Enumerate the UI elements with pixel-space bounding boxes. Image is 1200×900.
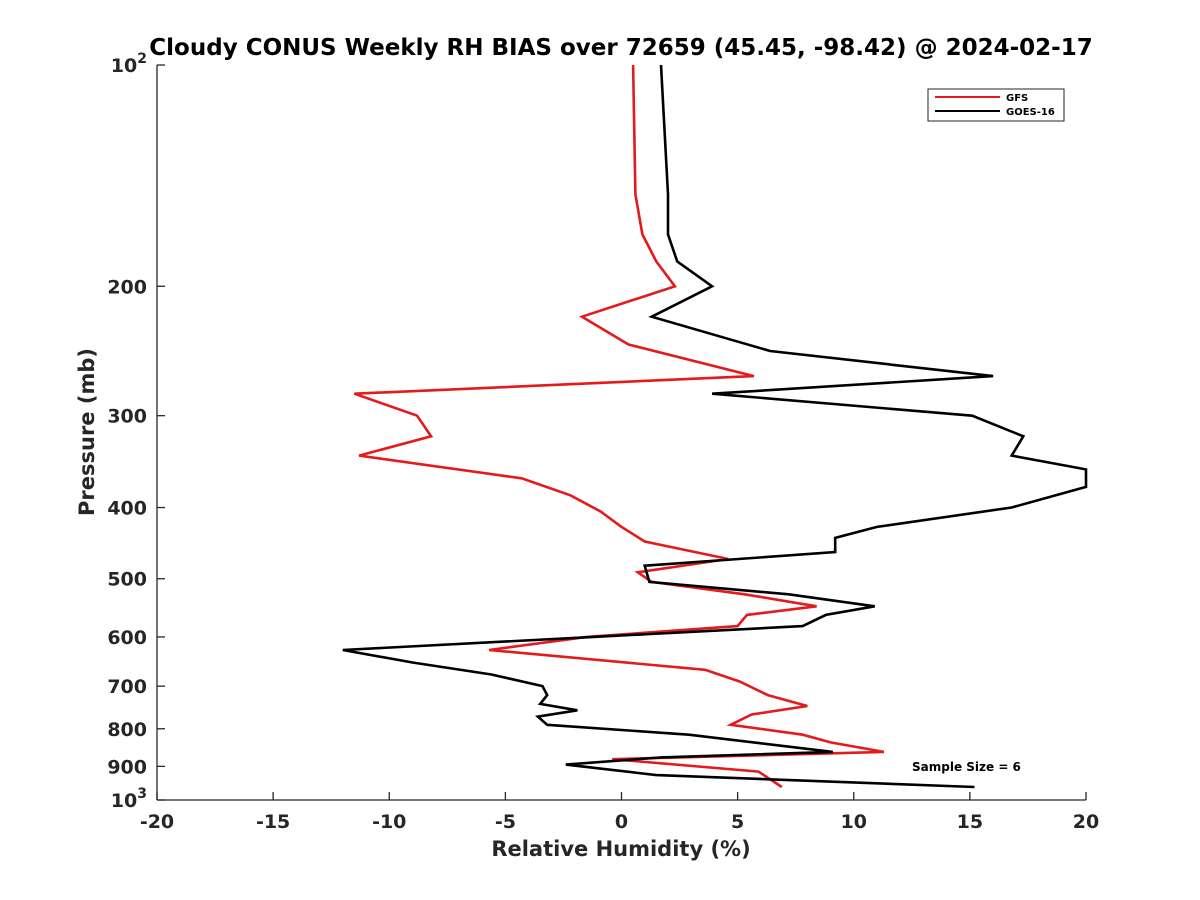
chart-title: Cloudy CONUS Weekly RH BIAS over 72659 (… — [149, 35, 1092, 61]
y-tick-label: 800 — [107, 719, 147, 741]
y-tick-label: 900 — [107, 756, 147, 778]
x-tick-label: 5 — [731, 811, 744, 833]
x-tick-label: 20 — [1073, 811, 1099, 833]
legend-box — [927, 88, 1065, 122]
sample-size-annotation: Sample Size = 6 — [912, 760, 1021, 774]
legend: GFS GOES-16 — [927, 88, 1065, 122]
x-ticks: -20 -15 -10 -5 0 5 10 15 20 — [140, 792, 1099, 833]
x-tick-label: 0 — [615, 811, 628, 833]
x-axis-label: Relative Humidity (%) — [491, 837, 750, 861]
y-tick-label: 500 — [107, 569, 147, 591]
y-tick-label: 102 — [111, 51, 147, 77]
series-line-gfs — [353, 64, 885, 789]
x-tick-label: -5 — [495, 811, 516, 833]
y-axis-label: Pressure (mb) — [75, 348, 99, 516]
x-tick-label: -10 — [372, 811, 406, 833]
series-line-goes16 — [342, 64, 1088, 789]
legend-label-goes16: GOES-16 — [1006, 107, 1055, 118]
y-tick-base: 10 — [111, 55, 137, 77]
y-tick-label: 600 — [107, 627, 147, 649]
legend-label-gfs: GFS — [1006, 93, 1028, 104]
x-tick-label: 10 — [841, 811, 867, 833]
y-tick-label: 700 — [107, 676, 147, 698]
series-layer — [342, 64, 1088, 789]
x-tick-label: -15 — [256, 811, 290, 833]
y-tick-base: 10 — [111, 790, 137, 812]
y-tick-label: 200 — [107, 276, 147, 298]
y-tick-label: 400 — [107, 498, 147, 520]
y-tick-label: 300 — [107, 406, 147, 428]
y-tick-label: 103 — [111, 786, 147, 812]
x-tick-label: -20 — [140, 811, 174, 833]
x-tick-label: 15 — [957, 811, 983, 833]
y-tick-exponent: 3 — [137, 786, 147, 802]
y-tick-exponent: 2 — [137, 51, 147, 67]
